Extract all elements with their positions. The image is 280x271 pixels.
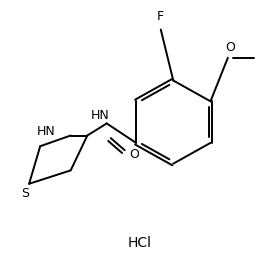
Text: O: O [129, 148, 139, 161]
Text: HN: HN [37, 125, 55, 138]
Text: S: S [21, 187, 29, 200]
Text: HCl: HCl [128, 236, 152, 250]
Text: O: O [225, 41, 235, 54]
Text: F: F [157, 10, 164, 23]
Text: HN: HN [90, 109, 109, 122]
